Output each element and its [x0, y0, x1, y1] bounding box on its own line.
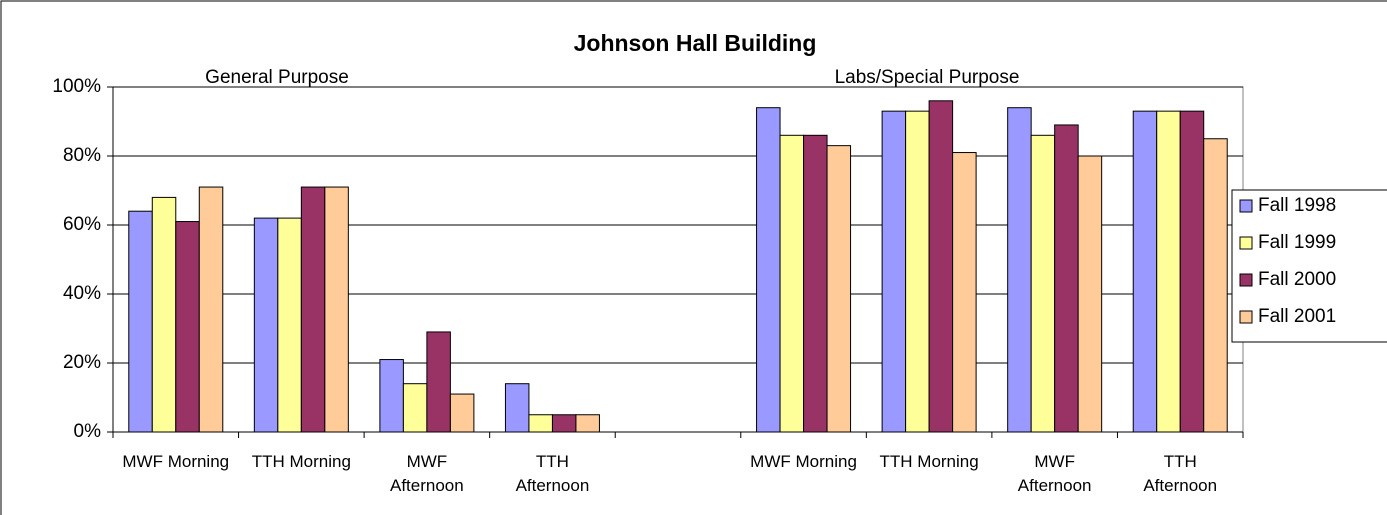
x-tick-label: MWF Morning — [122, 452, 230, 471]
x-tick-label: MWF Afternoon — [390, 452, 464, 495]
legend-label: Fall 1999 — [1258, 232, 1336, 253]
legend-label: Fall 1998 — [1258, 195, 1336, 216]
bar — [905, 110, 930, 433]
bar — [449, 393, 475, 433]
y-tick-label: 60% — [63, 214, 101, 235]
x-tick-label: TTH Afternoon — [515, 452, 590, 495]
y-tick-label: 40% — [63, 283, 101, 304]
bar — [198, 186, 224, 433]
bar — [1203, 138, 1228, 433]
bar — [277, 217, 302, 433]
bar — [253, 217, 279, 433]
bar — [826, 145, 852, 433]
bar — [379, 359, 404, 433]
legend-label: Fall 2001 — [1258, 306, 1336, 327]
legend-swatch — [1239, 310, 1253, 324]
bar — [504, 383, 530, 433]
x-tick-label: TTH Morning — [879, 452, 979, 471]
legend-swatch — [1239, 236, 1253, 250]
bar — [1054, 124, 1079, 433]
bar — [151, 196, 177, 433]
legend-box — [1231, 189, 1387, 343]
bar — [324, 186, 349, 433]
legend-swatch — [1239, 273, 1253, 287]
bar — [300, 186, 326, 433]
bar — [1007, 107, 1032, 433]
bar — [1179, 110, 1205, 433]
chart-title: Johnson Hall Building — [574, 30, 817, 56]
bar — [575, 414, 600, 433]
bar — [551, 414, 577, 433]
bar — [402, 383, 428, 433]
bar — [128, 210, 153, 433]
legend-label: Fall 2000 — [1258, 269, 1336, 290]
x-tick-label: TTH Afternoon — [1143, 452, 1218, 495]
annotation: General Purpose — [205, 67, 349, 88]
annotation: Labs/Special Purpose — [835, 67, 1020, 88]
bar — [952, 152, 977, 433]
y-tick-label: 20% — [63, 352, 101, 373]
y-tick-label: 0% — [74, 421, 102, 442]
bar — [1030, 134, 1056, 433]
x-tick-label: TTH Morning — [251, 452, 351, 471]
bar — [175, 221, 200, 433]
x-tick-label: MWF Afternoon — [1017, 452, 1092, 495]
bar — [928, 100, 954, 433]
bar — [779, 134, 805, 433]
bar — [803, 134, 828, 433]
bar — [756, 107, 781, 433]
bar — [528, 414, 553, 433]
bar — [1077, 155, 1103, 433]
x-tick-label: MWF Morning — [750, 452, 857, 471]
bar — [426, 331, 451, 433]
bar — [1132, 110, 1158, 433]
y-tick-label: 100% — [52, 76, 101, 97]
legend-swatch — [1239, 199, 1253, 213]
y-tick-label: 80% — [63, 145, 101, 166]
bar — [1156, 110, 1181, 433]
bar — [881, 110, 907, 433]
